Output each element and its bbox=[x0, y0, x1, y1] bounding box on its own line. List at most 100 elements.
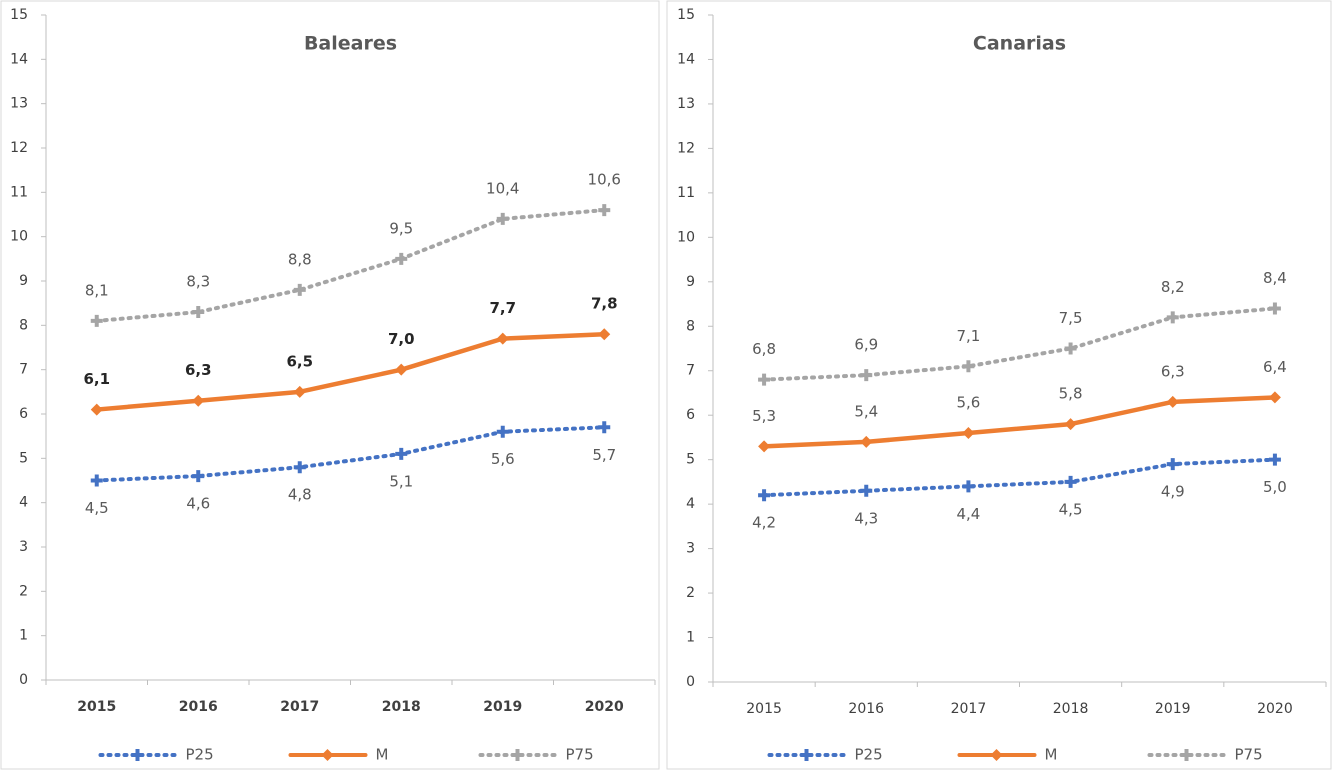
data-label: 6,3 bbox=[185, 361, 212, 379]
y-tick-label: 8 bbox=[19, 317, 28, 333]
series-line bbox=[94, 331, 607, 412]
data-label: 5,8 bbox=[1059, 385, 1083, 403]
data-point bbox=[496, 332, 509, 345]
x-tick-label: 2015 bbox=[746, 701, 782, 717]
y-tick-label: 14 bbox=[10, 51, 28, 67]
y-tick-label: 14 bbox=[677, 51, 695, 67]
series-line bbox=[761, 395, 1278, 449]
legend-label: P75 bbox=[566, 746, 594, 764]
data-point bbox=[395, 447, 408, 460]
legend-marker bbox=[1180, 749, 1193, 761]
data-label: 4,2 bbox=[752, 514, 776, 532]
y-tick-label: 6 bbox=[686, 407, 695, 423]
data-point bbox=[293, 283, 306, 296]
data-point bbox=[1064, 342, 1077, 355]
y-tick-label: 12 bbox=[677, 140, 695, 156]
y-tick-label: 5 bbox=[19, 450, 28, 466]
data-label: 7,0 bbox=[388, 330, 415, 348]
y-tick-label: 7 bbox=[19, 362, 28, 378]
y-tick-label: 4 bbox=[19, 495, 28, 511]
data-label: 5,3 bbox=[752, 407, 776, 425]
data-point bbox=[758, 373, 771, 386]
data-point bbox=[962, 426, 975, 439]
data-point bbox=[758, 440, 771, 453]
x-tick-label: 2016 bbox=[848, 701, 884, 717]
data-point bbox=[860, 435, 873, 448]
data-label: 6,3 bbox=[1161, 362, 1185, 380]
y-tick-label: 15 bbox=[10, 7, 28, 23]
legend-marker bbox=[800, 749, 813, 761]
series-line bbox=[762, 306, 1277, 382]
legend-marker bbox=[321, 749, 334, 761]
data-label: 9,5 bbox=[389, 219, 413, 237]
data-label: 8,3 bbox=[186, 273, 210, 291]
x-tick-label: 2016 bbox=[179, 699, 218, 715]
data-label: 4,9 bbox=[1161, 483, 1185, 501]
legend-label: P75 bbox=[1235, 746, 1263, 764]
data-label: 5,0 bbox=[1263, 478, 1287, 496]
y-tick-label: 5 bbox=[686, 452, 695, 468]
y-tick-label: 10 bbox=[10, 229, 28, 245]
data-point bbox=[293, 385, 306, 398]
data-label: 8,4 bbox=[1263, 269, 1287, 287]
data-point bbox=[1268, 453, 1281, 466]
y-tick-label: 9 bbox=[686, 274, 695, 290]
data-point bbox=[90, 314, 103, 327]
data-label: 6,5 bbox=[286, 352, 313, 370]
x-tick-label: 2017 bbox=[280, 699, 319, 715]
data-label: 5,6 bbox=[956, 393, 980, 411]
data-label: 8,1 bbox=[85, 281, 109, 299]
data-point bbox=[860, 484, 873, 497]
series-line bbox=[762, 457, 1277, 498]
y-tick-label: 3 bbox=[686, 541, 695, 557]
y-tick-label: 15 bbox=[677, 7, 695, 23]
y-tick-label: 1 bbox=[19, 628, 28, 644]
y-tick-label: 12 bbox=[10, 140, 28, 156]
data-point bbox=[962, 480, 975, 493]
y-tick-label: 11 bbox=[677, 185, 695, 201]
data-point bbox=[962, 360, 975, 373]
legend-label: M bbox=[1045, 746, 1058, 764]
data-point bbox=[598, 328, 611, 341]
data-point bbox=[496, 425, 509, 438]
legend-label: M bbox=[376, 746, 389, 764]
y-tick-label: 10 bbox=[677, 229, 695, 245]
y-tick-label: 9 bbox=[19, 273, 28, 289]
data-label: 6,1 bbox=[83, 370, 110, 388]
data-label: 4,6 bbox=[186, 495, 210, 513]
data-point bbox=[496, 212, 509, 225]
data-label: 7,8 bbox=[591, 295, 618, 313]
y-tick-label: 11 bbox=[10, 184, 28, 200]
y-tick-label: 13 bbox=[677, 96, 695, 112]
data-point bbox=[1268, 302, 1281, 315]
data-label: 5,7 bbox=[592, 446, 616, 464]
y-tick-label: 2 bbox=[686, 585, 695, 601]
chart-frame bbox=[666, 0, 1332, 770]
data-label: 4,5 bbox=[85, 499, 109, 517]
y-tick-label: 0 bbox=[19, 672, 28, 688]
data-point bbox=[758, 489, 771, 502]
data-label: 6,4 bbox=[1263, 358, 1287, 376]
data-label: 5,1 bbox=[389, 472, 413, 490]
data-label: 7,5 bbox=[1059, 309, 1083, 327]
y-tick-label: 4 bbox=[686, 496, 695, 512]
data-point bbox=[1268, 391, 1281, 404]
chart-frame bbox=[0, 0, 660, 770]
y-tick-label: 3 bbox=[19, 539, 28, 555]
legend-label: P25 bbox=[186, 746, 214, 764]
legend-label: P25 bbox=[855, 746, 883, 764]
x-tick-label: 2020 bbox=[585, 699, 624, 715]
series-line bbox=[94, 425, 607, 483]
data-label: 5,4 bbox=[854, 402, 878, 420]
legend-marker bbox=[131, 749, 144, 761]
data-point bbox=[598, 204, 611, 217]
data-point bbox=[90, 403, 103, 416]
x-tick-label: 2018 bbox=[382, 699, 421, 715]
data-point bbox=[598, 421, 611, 434]
x-tick-label: 2017 bbox=[951, 701, 987, 717]
data-point bbox=[395, 363, 408, 376]
y-tick-label: 2 bbox=[19, 583, 28, 599]
x-tick-label: 2019 bbox=[1155, 701, 1191, 717]
